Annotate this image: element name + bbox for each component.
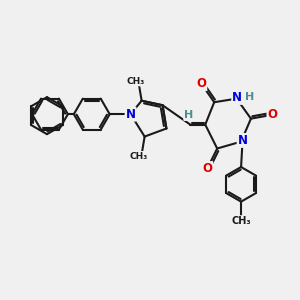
Text: O: O [202, 162, 212, 175]
Text: CH₃: CH₃ [130, 152, 148, 161]
Text: O: O [196, 77, 206, 90]
Text: CH₃: CH₃ [127, 76, 145, 85]
Text: N: N [126, 108, 136, 121]
Text: H: H [244, 92, 254, 102]
Text: H: H [184, 110, 194, 120]
Text: N: N [238, 134, 248, 147]
Text: CH₃: CH₃ [231, 216, 251, 226]
Text: O: O [267, 108, 278, 121]
Text: N: N [232, 91, 242, 104]
